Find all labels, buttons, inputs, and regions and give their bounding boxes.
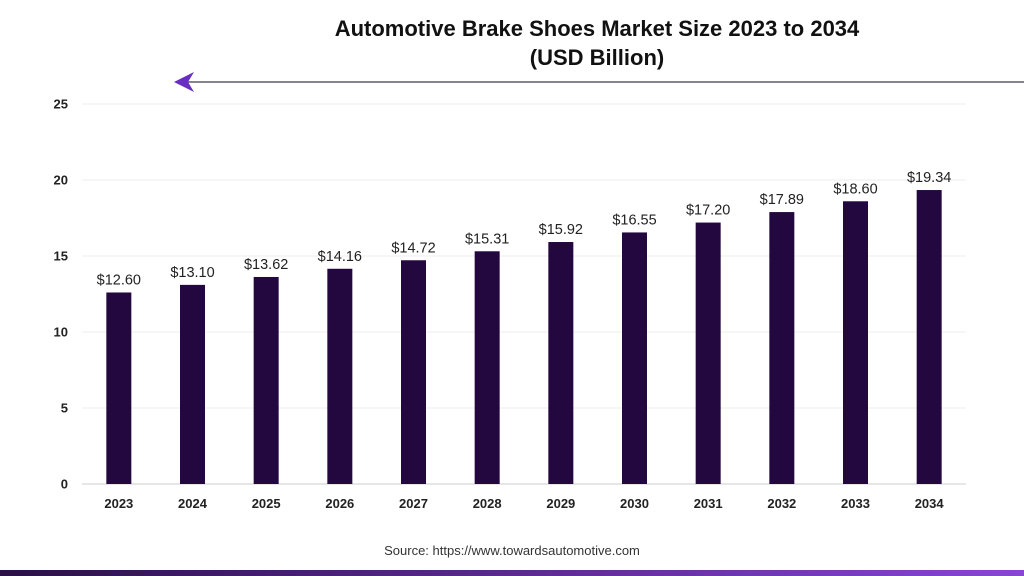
bar xyxy=(401,260,426,484)
data-label: $13.10 xyxy=(170,265,214,281)
data-label: $17.20 xyxy=(686,203,730,219)
chart-title-line2: (USD Billion) xyxy=(529,45,665,70)
data-label: $14.16 xyxy=(318,249,362,265)
bar xyxy=(253,276,279,484)
x-tick-label: 2029 xyxy=(546,496,575,511)
data-label: $17.89 xyxy=(760,192,804,208)
x-tick-label: 2026 xyxy=(325,496,354,511)
bar xyxy=(695,222,721,484)
x-tick-label: 2027 xyxy=(399,496,428,511)
data-label: $13.62 xyxy=(244,257,288,273)
data-label: $12.60 xyxy=(97,272,141,288)
bar xyxy=(548,242,574,484)
bar xyxy=(843,201,868,484)
x-tick-label: 2024 xyxy=(178,496,208,511)
decorative-arrow-icon xyxy=(174,72,1024,92)
bar xyxy=(916,190,942,485)
bottom-accent-bar xyxy=(0,570,1024,576)
y-tick-label: 25 xyxy=(54,97,68,112)
bar xyxy=(106,292,132,484)
y-tick-label: 0 xyxy=(61,477,68,492)
y-tick-label: 15 xyxy=(54,249,68,264)
x-tick-label: 2023 xyxy=(104,496,133,511)
data-label: $18.60 xyxy=(833,181,877,197)
x-tick-label: 2028 xyxy=(473,496,502,511)
x-tick-label: 2032 xyxy=(767,496,796,511)
y-tick-label: 5 xyxy=(61,401,68,416)
data-label: $19.34 xyxy=(907,170,951,186)
bar-chart: 0510152025$12.602023$13.102024$13.622025… xyxy=(54,97,966,511)
data-label: $15.92 xyxy=(539,222,583,238)
data-label: $15.31 xyxy=(465,231,509,247)
chart-title-line1: Automotive Brake Shoes Market Size 2023 … xyxy=(334,16,860,41)
x-tick-label: 2030 xyxy=(620,496,649,511)
source-note: Source: https://www.towardsautomotive.co… xyxy=(384,543,640,558)
bar xyxy=(180,284,205,484)
x-tick-label: 2031 xyxy=(694,496,723,511)
chart-title: Automotive Brake Shoes Market Size 2023 … xyxy=(180,14,1014,72)
x-tick-label: 2033 xyxy=(841,496,870,511)
bar xyxy=(327,268,353,484)
bar xyxy=(769,212,795,484)
y-tick-label: 10 xyxy=(54,325,68,340)
y-tick-label: 20 xyxy=(54,173,68,188)
x-tick-label: 2025 xyxy=(252,496,281,511)
data-label: $16.55 xyxy=(612,212,656,228)
data-label: $14.72 xyxy=(391,240,435,256)
bar xyxy=(622,232,647,484)
bar xyxy=(474,251,500,484)
x-tick-label: 2034 xyxy=(915,496,945,511)
